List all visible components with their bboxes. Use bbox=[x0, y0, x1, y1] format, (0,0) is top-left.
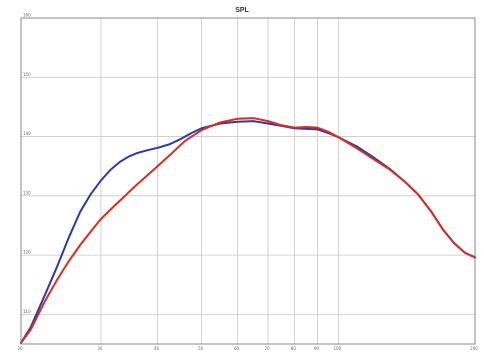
x-tick-label: 200 bbox=[470, 346, 478, 351]
series-layer bbox=[20, 117, 476, 344]
grid bbox=[20, 17, 476, 344]
x-tick-label: 60 bbox=[234, 346, 240, 351]
chart-title: SPL bbox=[235, 7, 249, 14]
y-tick-label: 120 bbox=[23, 250, 31, 255]
y-tick-label: 160 bbox=[23, 13, 31, 18]
tick-labels: 110 120 130 140 150 160 20 30 40 50 60 70 80 90 100 200 bbox=[17, 13, 478, 352]
y-tick-label: 130 bbox=[23, 190, 31, 195]
series-line-red bbox=[20, 117, 476, 344]
x-tick-label: 50 bbox=[198, 346, 204, 351]
x-tick-label: 80 bbox=[291, 346, 297, 351]
y-tick-label: 140 bbox=[23, 131, 31, 136]
x-tick-label: 40 bbox=[154, 346, 160, 351]
x-tick-label: 20 bbox=[17, 346, 23, 351]
y-tick-label: 150 bbox=[23, 72, 31, 77]
x-tick-label: 30 bbox=[97, 346, 103, 351]
x-tick-label: 90 bbox=[314, 346, 320, 351]
x-tick-label: 70 bbox=[264, 346, 270, 351]
plot-frame bbox=[20, 17, 476, 345]
y-tick-label: 110 bbox=[23, 309, 31, 314]
x-tick-label: 100 bbox=[334, 346, 342, 351]
